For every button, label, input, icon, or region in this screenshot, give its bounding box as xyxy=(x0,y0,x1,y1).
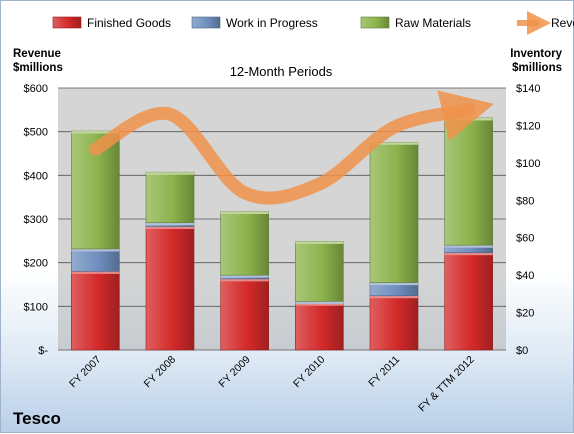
revenue-line xyxy=(88,90,494,205)
bar-top-highlight xyxy=(370,142,418,145)
bar-top-highlight xyxy=(295,301,344,304)
revenue-line-layer xyxy=(88,90,494,205)
gridlines xyxy=(58,87,506,351)
right-tick-label: $40 xyxy=(516,270,534,282)
right-tick-label: $120 xyxy=(516,120,540,132)
legend-swatch xyxy=(360,16,390,29)
left-tick-label: $300 xyxy=(24,214,48,226)
right-tick-label: $80 xyxy=(516,195,534,207)
legend-swatch xyxy=(52,16,82,29)
left-tick-label: $200 xyxy=(24,258,48,270)
bar-top-highlight xyxy=(220,278,269,282)
right-axis-title-line: $millions xyxy=(512,62,562,74)
left-tick-label: $100 xyxy=(24,301,48,313)
left-tick-label: $500 xyxy=(24,127,48,139)
revenue-point xyxy=(244,192,245,193)
bar-top-highlight xyxy=(71,271,120,274)
revenue-point xyxy=(319,184,320,185)
legend: Finished Goods Work in Progress Raw Materi… xyxy=(52,11,574,35)
bar-finished-goods xyxy=(444,252,493,351)
bar-top-highlight xyxy=(370,282,418,286)
left-tick-label: $600 xyxy=(24,83,48,95)
legend-label: Raw Materials xyxy=(395,16,471,30)
legend-label: Work in Progress xyxy=(226,16,318,30)
bar-finished-goods xyxy=(295,302,344,351)
bar-top-highlight xyxy=(295,303,344,306)
bar-raw-materials xyxy=(145,171,195,224)
revenue-point xyxy=(468,109,469,110)
company-caption: Tesco xyxy=(13,409,61,428)
x-tick-label: FY & TTM 2012 xyxy=(416,354,477,415)
right-tick-label: $20 xyxy=(516,308,534,320)
x-tick-label: FY 2009 xyxy=(216,354,253,391)
legend-item-work-in-progress: Work in Progress xyxy=(191,16,318,30)
x-tick-label: FY 2010 xyxy=(291,354,328,391)
bar-top-highlight xyxy=(146,172,194,175)
bar-raw-materials xyxy=(220,211,269,276)
axis-titles: Revenue $millions Inventory $millions xyxy=(13,48,563,74)
legend-item-revenue: Revenue xyxy=(517,11,574,35)
bar-raw-materials xyxy=(369,141,419,283)
bar-top-highlight xyxy=(220,211,269,215)
x-tick-label: FY 2008 xyxy=(142,354,179,391)
bar-finished-goods xyxy=(71,271,120,351)
bar-top-highlight xyxy=(220,275,269,278)
chart-title: 12-Month Periods xyxy=(230,64,333,79)
bar-top-highlight xyxy=(370,295,418,299)
right-tick-label: $100 xyxy=(516,158,540,170)
bar-finished-goods xyxy=(220,278,269,351)
legend-item-finished-goods: Finished Goods xyxy=(52,16,171,30)
right-tick-label: $140 xyxy=(516,83,540,95)
bar-raw-materials xyxy=(444,117,493,246)
x-tick-label: FY 2007 xyxy=(67,354,104,391)
bars xyxy=(71,117,493,351)
legend-label: Revenue xyxy=(551,16,574,30)
bar-top-highlight xyxy=(444,252,493,256)
bar-top-highlight xyxy=(444,245,493,248)
left-tick-label: $- xyxy=(38,345,48,357)
right-tick-label: $60 xyxy=(516,233,534,245)
revenue-point xyxy=(170,114,171,115)
legend-swatch xyxy=(191,16,221,29)
bar-work-in-progress xyxy=(71,248,120,272)
revenue-point xyxy=(95,149,96,150)
bar-top-highlight xyxy=(71,248,120,252)
bar-finished-goods xyxy=(145,226,195,351)
bar-raw-materials xyxy=(295,241,344,302)
left-tick-label: $400 xyxy=(24,170,48,182)
bar-top-highlight xyxy=(146,222,194,226)
bar-top-highlight xyxy=(71,131,120,134)
right-tick-label: $0 xyxy=(516,345,528,357)
bar-top-highlight xyxy=(146,226,194,229)
legend-label: Finished Goods xyxy=(87,16,171,30)
left-axis-title-line: Revenue xyxy=(13,48,61,60)
left-axis-title-line: $millions xyxy=(13,62,63,74)
bar-finished-goods xyxy=(369,295,419,351)
bar-top-highlight xyxy=(295,241,344,244)
x-tick-label: FY 2011 xyxy=(366,354,402,390)
legend-item-raw-materials: Raw Materials xyxy=(360,16,471,30)
right-axis-title-line: Inventory xyxy=(510,48,562,60)
revenue-point xyxy=(394,127,395,128)
